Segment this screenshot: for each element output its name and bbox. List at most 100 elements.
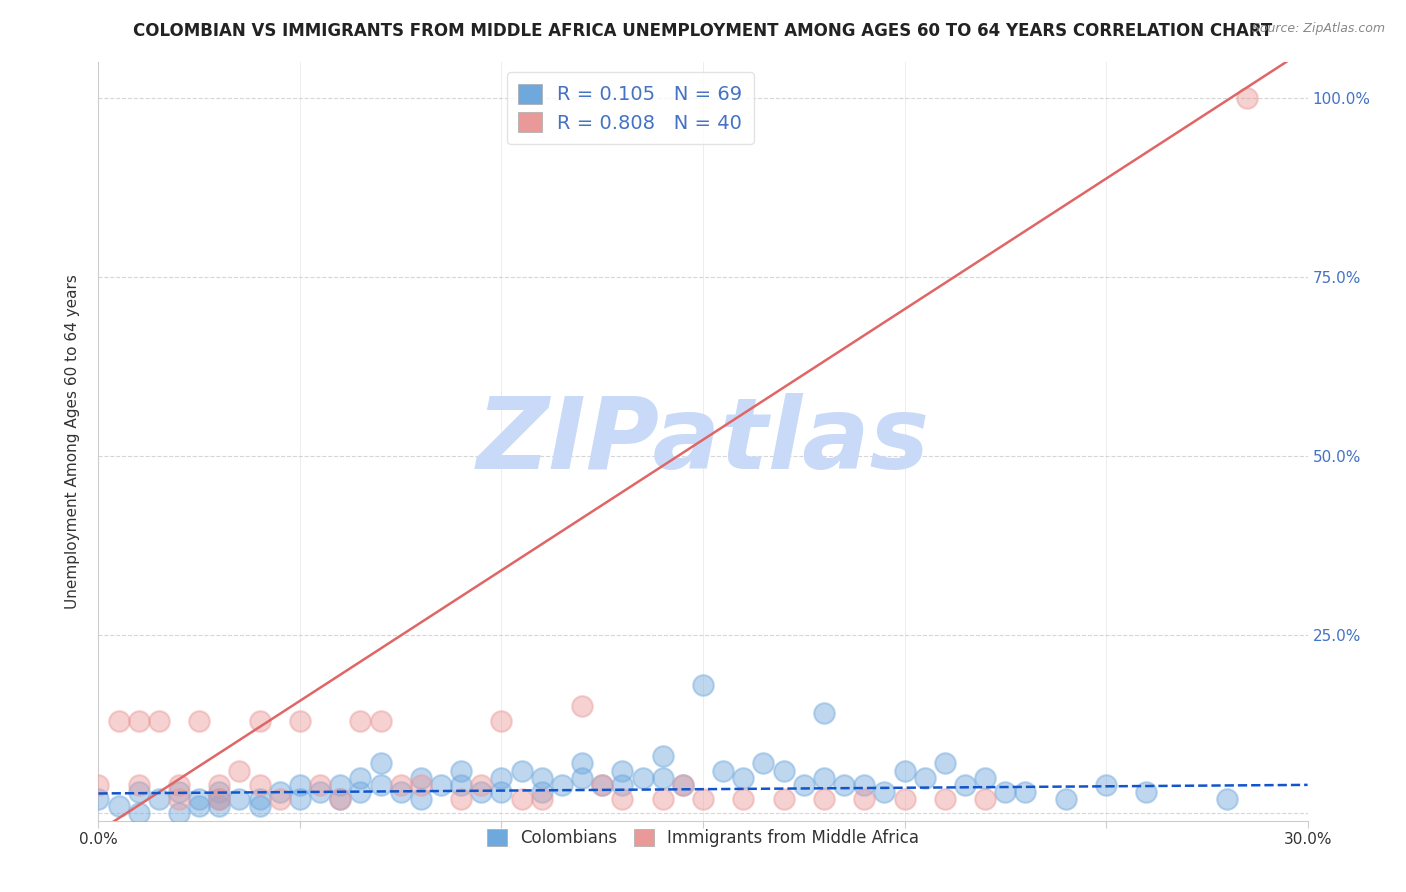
Point bbox=[1135, 785, 1157, 799]
Point bbox=[288, 792, 311, 806]
Point bbox=[733, 792, 755, 806]
Point bbox=[370, 756, 392, 771]
Point bbox=[269, 785, 291, 799]
Point bbox=[974, 771, 997, 785]
Point bbox=[208, 792, 231, 806]
Point bbox=[591, 778, 613, 792]
Point bbox=[188, 714, 211, 728]
Point bbox=[228, 792, 250, 806]
Point bbox=[208, 785, 231, 799]
Point bbox=[692, 792, 714, 806]
Point bbox=[370, 714, 392, 728]
Point bbox=[893, 792, 915, 806]
Point bbox=[510, 764, 533, 778]
Point bbox=[470, 785, 492, 799]
Point bbox=[107, 799, 129, 814]
Point bbox=[510, 792, 533, 806]
Point bbox=[551, 778, 574, 792]
Point bbox=[249, 778, 271, 792]
Point bbox=[934, 756, 956, 771]
Point bbox=[1216, 792, 1239, 806]
Point bbox=[329, 792, 352, 806]
Text: ZIPatlas: ZIPatlas bbox=[477, 393, 929, 490]
Point bbox=[974, 792, 997, 806]
Point bbox=[530, 771, 553, 785]
Point bbox=[450, 764, 472, 778]
Point bbox=[409, 792, 432, 806]
Point bbox=[409, 771, 432, 785]
Point bbox=[651, 771, 673, 785]
Point bbox=[389, 778, 412, 792]
Point bbox=[167, 778, 190, 792]
Point bbox=[873, 785, 896, 799]
Point bbox=[1236, 91, 1258, 105]
Point bbox=[571, 699, 593, 714]
Point bbox=[853, 778, 876, 792]
Point bbox=[470, 778, 492, 792]
Point bbox=[672, 778, 695, 792]
Point bbox=[409, 778, 432, 792]
Point bbox=[813, 706, 835, 721]
Point bbox=[813, 792, 835, 806]
Point bbox=[309, 778, 332, 792]
Point bbox=[249, 799, 271, 814]
Point bbox=[167, 792, 190, 806]
Point bbox=[87, 792, 110, 806]
Point bbox=[389, 785, 412, 799]
Point bbox=[571, 756, 593, 771]
Point bbox=[107, 714, 129, 728]
Point bbox=[188, 792, 211, 806]
Point bbox=[128, 714, 150, 728]
Point bbox=[148, 714, 170, 728]
Point bbox=[450, 778, 472, 792]
Point bbox=[612, 792, 634, 806]
Point bbox=[430, 778, 453, 792]
Point bbox=[953, 778, 976, 792]
Point bbox=[128, 785, 150, 799]
Point bbox=[370, 778, 392, 792]
Point bbox=[349, 714, 371, 728]
Point bbox=[612, 778, 634, 792]
Point bbox=[208, 778, 231, 792]
Point bbox=[914, 771, 936, 785]
Point bbox=[631, 771, 654, 785]
Point bbox=[813, 771, 835, 785]
Point bbox=[450, 792, 472, 806]
Point bbox=[309, 785, 332, 799]
Point bbox=[128, 778, 150, 792]
Text: Source: ZipAtlas.com: Source: ZipAtlas.com bbox=[1251, 22, 1385, 36]
Point bbox=[752, 756, 775, 771]
Point bbox=[733, 771, 755, 785]
Point bbox=[288, 778, 311, 792]
Point bbox=[329, 792, 352, 806]
Point bbox=[692, 678, 714, 692]
Y-axis label: Unemployment Among Ages 60 to 64 years: Unemployment Among Ages 60 to 64 years bbox=[65, 274, 80, 609]
Point bbox=[571, 771, 593, 785]
Point bbox=[87, 778, 110, 792]
Point bbox=[167, 806, 190, 821]
Text: COLOMBIAN VS IMMIGRANTS FROM MIDDLE AFRICA UNEMPLOYMENT AMONG AGES 60 TO 64 YEAR: COLOMBIAN VS IMMIGRANTS FROM MIDDLE AFRI… bbox=[134, 22, 1272, 40]
Point bbox=[329, 778, 352, 792]
Point bbox=[1014, 785, 1036, 799]
Point bbox=[148, 792, 170, 806]
Point bbox=[591, 778, 613, 792]
Point bbox=[1054, 792, 1077, 806]
Point bbox=[853, 792, 876, 806]
Point bbox=[249, 714, 271, 728]
Point bbox=[491, 785, 513, 799]
Point bbox=[188, 799, 211, 814]
Point bbox=[530, 792, 553, 806]
Point bbox=[672, 778, 695, 792]
Point bbox=[530, 785, 553, 799]
Point bbox=[651, 749, 673, 764]
Point bbox=[651, 792, 673, 806]
Point bbox=[793, 778, 815, 792]
Point bbox=[167, 785, 190, 799]
Point bbox=[349, 771, 371, 785]
Point bbox=[491, 771, 513, 785]
Point bbox=[893, 764, 915, 778]
Point bbox=[288, 714, 311, 728]
Point bbox=[612, 764, 634, 778]
Point bbox=[269, 792, 291, 806]
Point bbox=[934, 792, 956, 806]
